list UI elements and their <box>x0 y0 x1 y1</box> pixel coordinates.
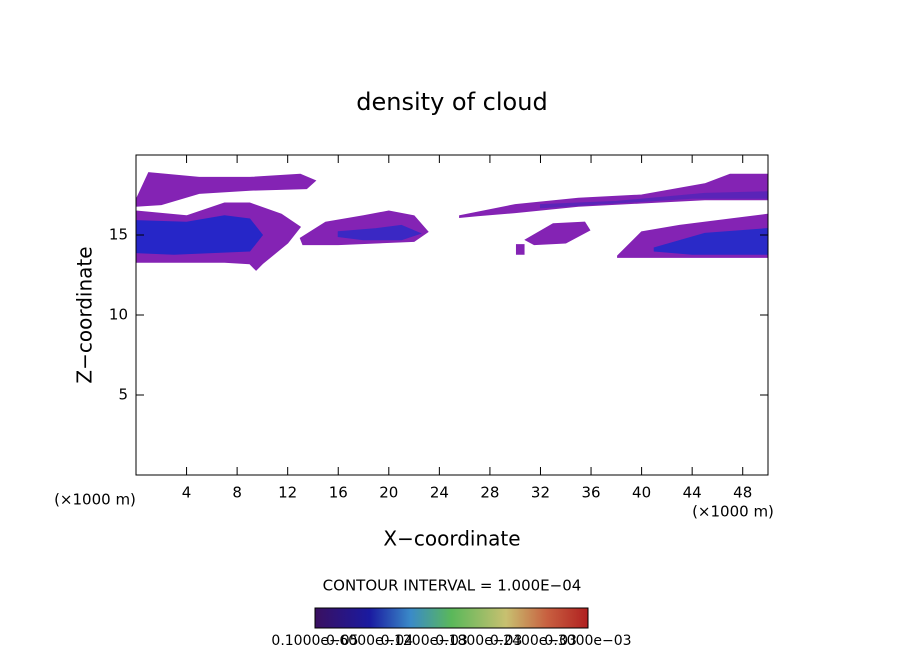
y-tick-label: 15 <box>109 226 128 244</box>
x-tick-label: 36 <box>581 484 600 502</box>
colorbar-label: 0.3000e−03 <box>544 633 631 649</box>
x-tick-label: 24 <box>430 484 449 502</box>
x-tick-label: 40 <box>632 484 651 502</box>
contour-interval: CONTOUR INTERVAL = 1.000E−04 <box>323 577 582 595</box>
x-tick-label: 12 <box>278 484 297 502</box>
colorbar-label: 0.6000e−04 <box>326 633 413 649</box>
x-unit-label: (×1000 m) <box>692 503 774 521</box>
cloud-region <box>337 224 422 241</box>
x-tick-label: 20 <box>379 484 398 502</box>
x-tick-label: 28 <box>480 484 499 502</box>
cloud-region <box>135 172 317 207</box>
x-tick-label: 44 <box>683 484 702 502</box>
x-tick-label: 4 <box>182 484 192 502</box>
chart-title: density of cloud <box>356 88 547 116</box>
y-axis-label: Z−coordinate <box>73 246 97 383</box>
y-tick-label: 10 <box>109 306 128 324</box>
colorbar-label: 0.1200e−03 <box>381 633 468 649</box>
y-tick-label: 5 <box>118 386 128 404</box>
x-axis-label: X−coordinate <box>383 527 520 551</box>
colorbar <box>314 607 589 629</box>
x-unit-label: (×1000 m) <box>54 491 136 509</box>
x-tick-label: 48 <box>733 484 752 502</box>
cloud-region <box>135 215 264 255</box>
x-tick-label: 32 <box>531 484 550 502</box>
x-tick-label: 16 <box>329 484 348 502</box>
colorbar-label: 0.1000e−05 <box>271 633 358 649</box>
cloud-region <box>515 244 525 255</box>
colorbar-label: 0.1800e−03 <box>435 633 522 649</box>
x-tick-label: 8 <box>232 484 242 502</box>
colorbar-label: 0.2400e−03 <box>490 633 577 649</box>
cloud-region <box>524 221 591 246</box>
